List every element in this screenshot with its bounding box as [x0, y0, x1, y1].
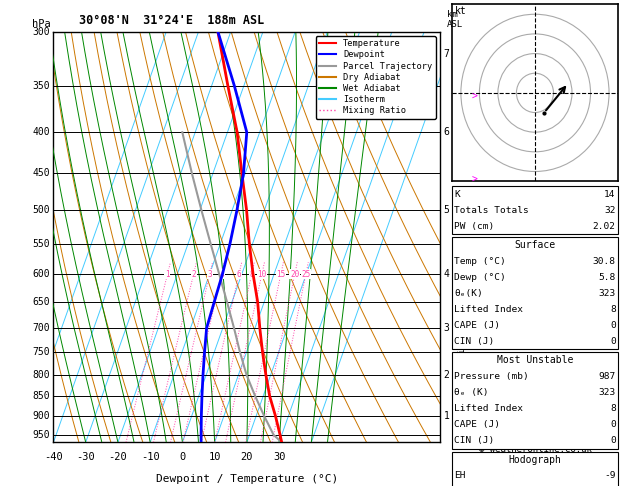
Text: 900: 900	[33, 411, 50, 421]
Text: Pressure (mb): Pressure (mb)	[454, 372, 529, 381]
Text: -9: -9	[604, 471, 616, 480]
Text: 4: 4	[443, 269, 449, 279]
Text: 450: 450	[33, 169, 50, 178]
Text: -30: -30	[76, 452, 95, 462]
Text: θₑ(K): θₑ(K)	[454, 289, 483, 298]
Text: 950: 950	[33, 430, 50, 440]
Text: PW (cm): PW (cm)	[454, 222, 494, 231]
Text: 400: 400	[33, 127, 50, 137]
Text: 600: 600	[33, 269, 50, 279]
Text: 30.8: 30.8	[593, 257, 616, 266]
Text: Mixing Ratio (g/kg): Mixing Ratio (g/kg)	[458, 268, 467, 370]
Text: 3: 3	[208, 270, 212, 278]
Text: 20: 20	[241, 452, 253, 462]
Text: -20: -20	[109, 452, 127, 462]
Text: 25: 25	[301, 270, 311, 278]
Text: 4: 4	[220, 270, 224, 278]
Text: K: K	[454, 190, 460, 199]
Text: 0: 0	[179, 452, 186, 462]
Text: Dewp (°C): Dewp (°C)	[454, 273, 506, 282]
Text: >: >	[472, 92, 478, 102]
Text: >: >	[472, 335, 478, 345]
Text: CIN (J): CIN (J)	[454, 436, 494, 445]
Text: 15: 15	[276, 270, 286, 278]
Text: θₑ (K): θₑ (K)	[454, 388, 489, 397]
Text: 987: 987	[599, 372, 616, 381]
Text: 0: 0	[610, 321, 616, 330]
Text: Dewpoint / Temperature (°C): Dewpoint / Temperature (°C)	[156, 474, 338, 484]
Text: 2.02: 2.02	[593, 222, 616, 231]
Text: 1: 1	[165, 270, 170, 278]
Text: 30°08'N  31°24'E  188m ASL: 30°08'N 31°24'E 188m ASL	[79, 14, 264, 27]
Text: 0: 0	[610, 436, 616, 445]
Text: 550: 550	[33, 239, 50, 249]
Text: 32: 32	[604, 206, 616, 215]
Text: 300: 300	[33, 27, 50, 36]
Text: 500: 500	[33, 206, 50, 215]
Text: Temp (°C): Temp (°C)	[454, 257, 506, 266]
Text: Totals Totals: Totals Totals	[454, 206, 529, 215]
Text: kt: kt	[455, 6, 467, 16]
Text: 700: 700	[33, 323, 50, 333]
Text: >: >	[472, 408, 478, 418]
Text: CAPE (J): CAPE (J)	[454, 321, 500, 330]
Text: 10: 10	[257, 270, 267, 278]
Text: 10: 10	[208, 452, 221, 462]
Text: -40: -40	[44, 452, 63, 462]
Text: 20: 20	[290, 270, 299, 278]
Text: >: >	[472, 175, 478, 185]
Text: 323: 323	[599, 388, 616, 397]
Text: 650: 650	[33, 297, 50, 307]
Text: >: >	[472, 250, 478, 260]
Text: 323: 323	[599, 289, 616, 298]
Text: 6: 6	[237, 270, 242, 278]
Text: 800: 800	[33, 370, 50, 380]
Text: 2: 2	[191, 270, 196, 278]
Text: 5.8: 5.8	[599, 273, 616, 282]
Text: 8: 8	[610, 305, 616, 314]
Text: 8: 8	[249, 270, 254, 278]
Text: 0: 0	[610, 337, 616, 346]
Text: hPa: hPa	[31, 19, 50, 29]
Text: 6: 6	[443, 127, 449, 137]
Text: 8: 8	[610, 404, 616, 413]
Text: 0: 0	[610, 420, 616, 429]
Text: 850: 850	[33, 391, 50, 401]
Text: 2: 2	[443, 370, 449, 380]
Text: 30: 30	[273, 452, 286, 462]
Legend: Temperature, Dewpoint, Parcel Trajectory, Dry Adiabat, Wet Adiabat, Isotherm, Mi: Temperature, Dewpoint, Parcel Trajectory…	[316, 36, 436, 119]
Text: 750: 750	[33, 347, 50, 357]
Text: © weatheronline.co.uk: © weatheronline.co.uk	[479, 445, 591, 454]
Text: Most Unstable: Most Unstable	[497, 355, 573, 365]
Text: Surface: Surface	[515, 240, 555, 250]
Text: CAPE (J): CAPE (J)	[454, 420, 500, 429]
Text: CIN (J): CIN (J)	[454, 337, 494, 346]
Text: EH: EH	[454, 471, 465, 480]
Text: Hodograph: Hodograph	[508, 454, 562, 465]
Text: Lifted Index: Lifted Index	[454, 305, 523, 314]
Text: 3: 3	[443, 323, 449, 333]
Text: 1: 1	[443, 411, 449, 421]
Text: 14: 14	[604, 190, 616, 199]
Text: 350: 350	[33, 81, 50, 90]
Text: 7: 7	[443, 49, 449, 59]
Text: 5: 5	[443, 206, 449, 215]
Text: Lifted Index: Lifted Index	[454, 404, 523, 413]
Text: km
ASL: km ASL	[447, 10, 463, 29]
Text: -10: -10	[141, 452, 160, 462]
